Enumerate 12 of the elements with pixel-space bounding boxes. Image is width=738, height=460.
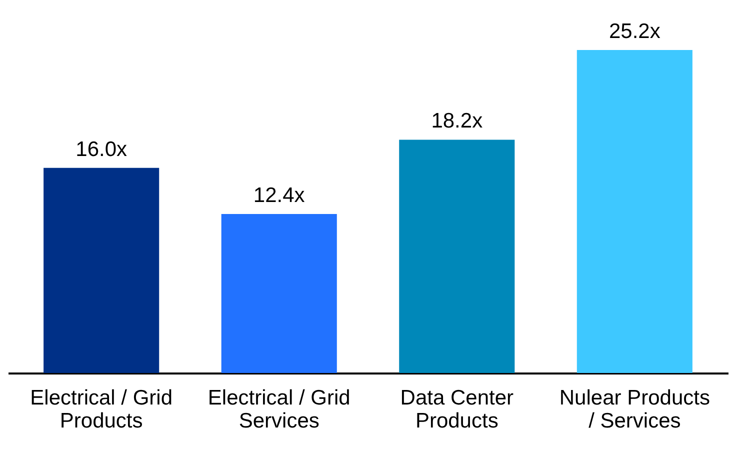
bar xyxy=(44,168,160,373)
x-tick-label: Electrical / Grid Products xyxy=(30,386,173,432)
bar xyxy=(221,214,337,373)
data-label: 12.4x xyxy=(253,184,306,208)
data-label: 25.2x xyxy=(608,20,661,43)
x-tick-label: Electrical / Grid Services xyxy=(208,386,350,432)
bar xyxy=(576,50,692,373)
data-label: 18.2x xyxy=(431,110,484,133)
data-label: 16.0x xyxy=(76,138,128,161)
x-tick-label: Nulear Products / Services xyxy=(559,386,710,432)
bar xyxy=(399,140,515,373)
x-tick-label: Data Center Products xyxy=(400,386,514,432)
